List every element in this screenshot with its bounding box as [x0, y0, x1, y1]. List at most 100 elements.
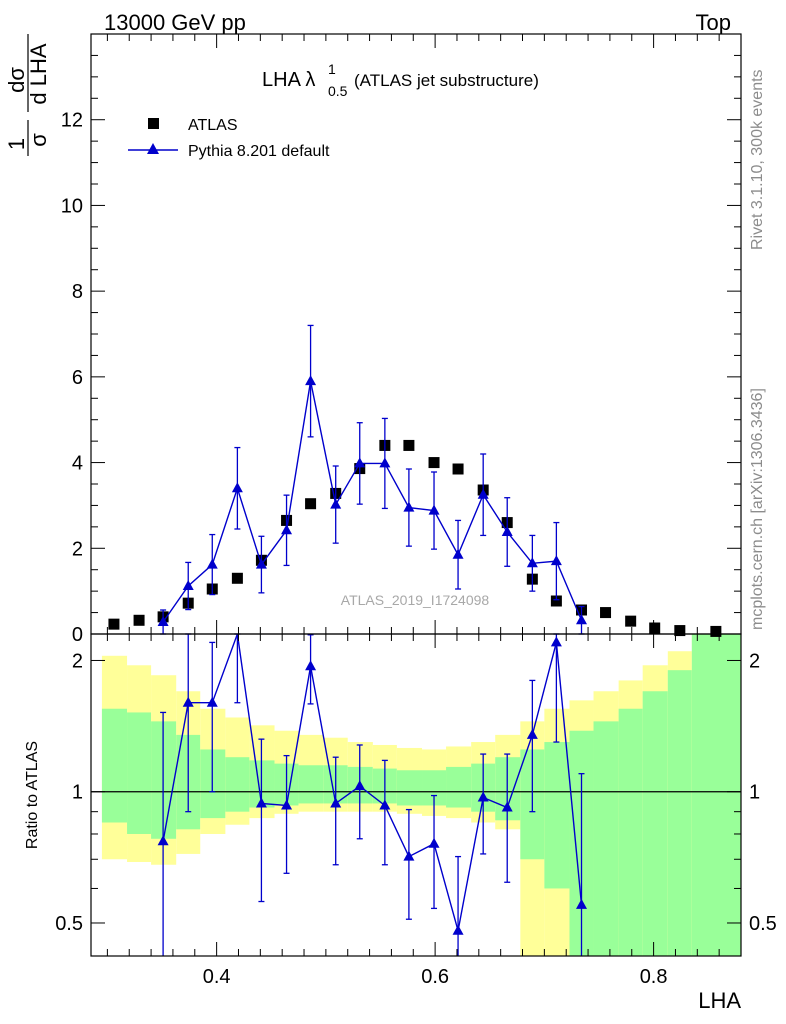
- ratio-mc-point: [428, 837, 440, 848]
- ratio-mc-point: [182, 696, 194, 707]
- ratio-y-tick-label-left: 2: [72, 650, 83, 672]
- ratio-mc-point: [501, 801, 513, 812]
- ratio-mc-point: [550, 636, 562, 647]
- ratio-mc-line: [162, 633, 583, 931]
- mc-point: [330, 498, 342, 509]
- x-axis-label: LHA: [698, 988, 741, 1013]
- atlas-data-point: [452, 463, 464, 475]
- ratio-y-tick-label-right: 0.5: [749, 913, 777, 935]
- atlas-data-point: [625, 615, 637, 627]
- ratio-mc: [157, 633, 588, 956]
- mc-point: [255, 558, 267, 569]
- main-y-axis-label: 1 σ dσ d LHA: [4, 34, 51, 156]
- atlas-data-point: [428, 457, 440, 469]
- chart-title: LHA λ 1 0.5 (ATLAS jet substructure): [262, 61, 539, 99]
- legend: ATLAS Pythia 8.201 default: [128, 117, 330, 160]
- main-y-tick-label: 6: [72, 367, 83, 389]
- x-tick-label: 0.8: [640, 966, 668, 988]
- ylabel-num-deriv: dσ: [4, 67, 29, 93]
- band-inner-bin: [127, 712, 152, 834]
- ylabel-num-main: 1: [4, 138, 29, 150]
- mc-point: [501, 526, 513, 536]
- mc-line: [162, 381, 583, 623]
- ratio-frame: [90, 633, 742, 957]
- legend-atlas-label: ATLAS: [188, 117, 238, 134]
- ratio-mc-point: [379, 799, 391, 810]
- atlas-data-point: [649, 622, 661, 634]
- mc-point: [477, 488, 489, 499]
- title-sub: 0.5: [328, 83, 348, 99]
- main-mc: [157, 324, 588, 635]
- ratio-mc-point: [281, 799, 293, 810]
- band-inner-bin: [593, 721, 619, 956]
- ratio-mc-point: [255, 797, 267, 808]
- band-inner-bin: [691, 634, 741, 956]
- x-tick-label: 0.6: [421, 966, 449, 988]
- legend-mc-label: Pythia 8.201 default: [188, 143, 330, 160]
- atlas-data-point: [305, 498, 317, 510]
- band-inner-bin: [618, 708, 643, 956]
- mc-point: [452, 548, 464, 559]
- x-tick-label: 0.4: [203, 966, 231, 988]
- mc-point: [354, 457, 366, 468]
- header-process-label: Top: [696, 10, 731, 35]
- atlas-data-point: [674, 625, 686, 637]
- mc-point: [576, 614, 588, 625]
- atlas-data-point: [108, 618, 120, 630]
- ratio-mc-point: [526, 728, 538, 739]
- title-sup: 1: [328, 61, 336, 77]
- ratio-mc-point: [477, 791, 489, 802]
- band-inner-bin: [642, 691, 668, 956]
- atlas-data-point: [231, 572, 243, 584]
- title-suffix: (ATLAS jet substructure): [354, 71, 539, 90]
- mc-point: [403, 501, 415, 512]
- mc-point: [157, 616, 169, 626]
- legend-mc-marker: [147, 143, 159, 154]
- band-inner-bin: [446, 766, 472, 808]
- band-inner-bin: [225, 757, 250, 812]
- main-y-tick-label: 12: [61, 110, 83, 132]
- band-inner-bin: [396, 770, 423, 806]
- title-main: LHA λ: [262, 69, 315, 91]
- ratio-y-tick-label-right: 2: [749, 650, 760, 672]
- main-y-tick-label: 10: [61, 195, 83, 217]
- mc-point: [428, 504, 440, 515]
- ratio-y-tick-label-right: 1: [749, 782, 760, 804]
- band-inner-bin: [298, 765, 324, 804]
- analysis-watermark: ATLAS_2019_I1724098: [341, 592, 490, 608]
- legend-atlas-marker: [148, 118, 159, 129]
- mc-point: [526, 557, 538, 568]
- mc-point: [182, 580, 194, 590]
- ratio-mc-point: [452, 924, 464, 935]
- mc-point: [281, 524, 293, 535]
- ylabel-den-main: σ: [26, 133, 51, 147]
- ratio-mc-point: [157, 835, 169, 846]
- ratio-mc-point: [403, 850, 415, 861]
- atlas-data-point: [600, 607, 612, 619]
- mc-point: [206, 558, 218, 569]
- main-y-tick-label: 2: [72, 538, 83, 560]
- header-energy-label: 13000 GeV pp: [104, 10, 246, 35]
- ratio-y-tick-label-left: 1: [72, 782, 83, 804]
- band-inner-bin: [544, 742, 570, 889]
- band-inner-bin: [101, 708, 128, 823]
- atlas-data-point: [403, 439, 415, 451]
- main-y-tick-label: 4: [72, 453, 83, 475]
- mc-point: [550, 555, 562, 566]
- mc-point: [231, 482, 243, 493]
- mc-point: [379, 457, 391, 468]
- band-inner-bin: [667, 670, 692, 956]
- atlas-data-point: [133, 614, 145, 626]
- ratio-mc-point: [354, 780, 366, 791]
- atlas-data-point: [710, 625, 722, 637]
- side-label-rivet: Rivet 3.1.10, 300k events: [749, 69, 766, 250]
- ratio-y-tick-label-left: 0.5: [55, 913, 83, 935]
- ratio-mc-point: [576, 898, 588, 909]
- ratio-mc-point: [305, 660, 317, 671]
- ratio-mc-point: [330, 797, 342, 808]
- ratio-y-axis-label: Ratio to ATLAS: [24, 741, 41, 849]
- ratio-mc-point: [206, 696, 218, 707]
- mc-point: [305, 375, 317, 386]
